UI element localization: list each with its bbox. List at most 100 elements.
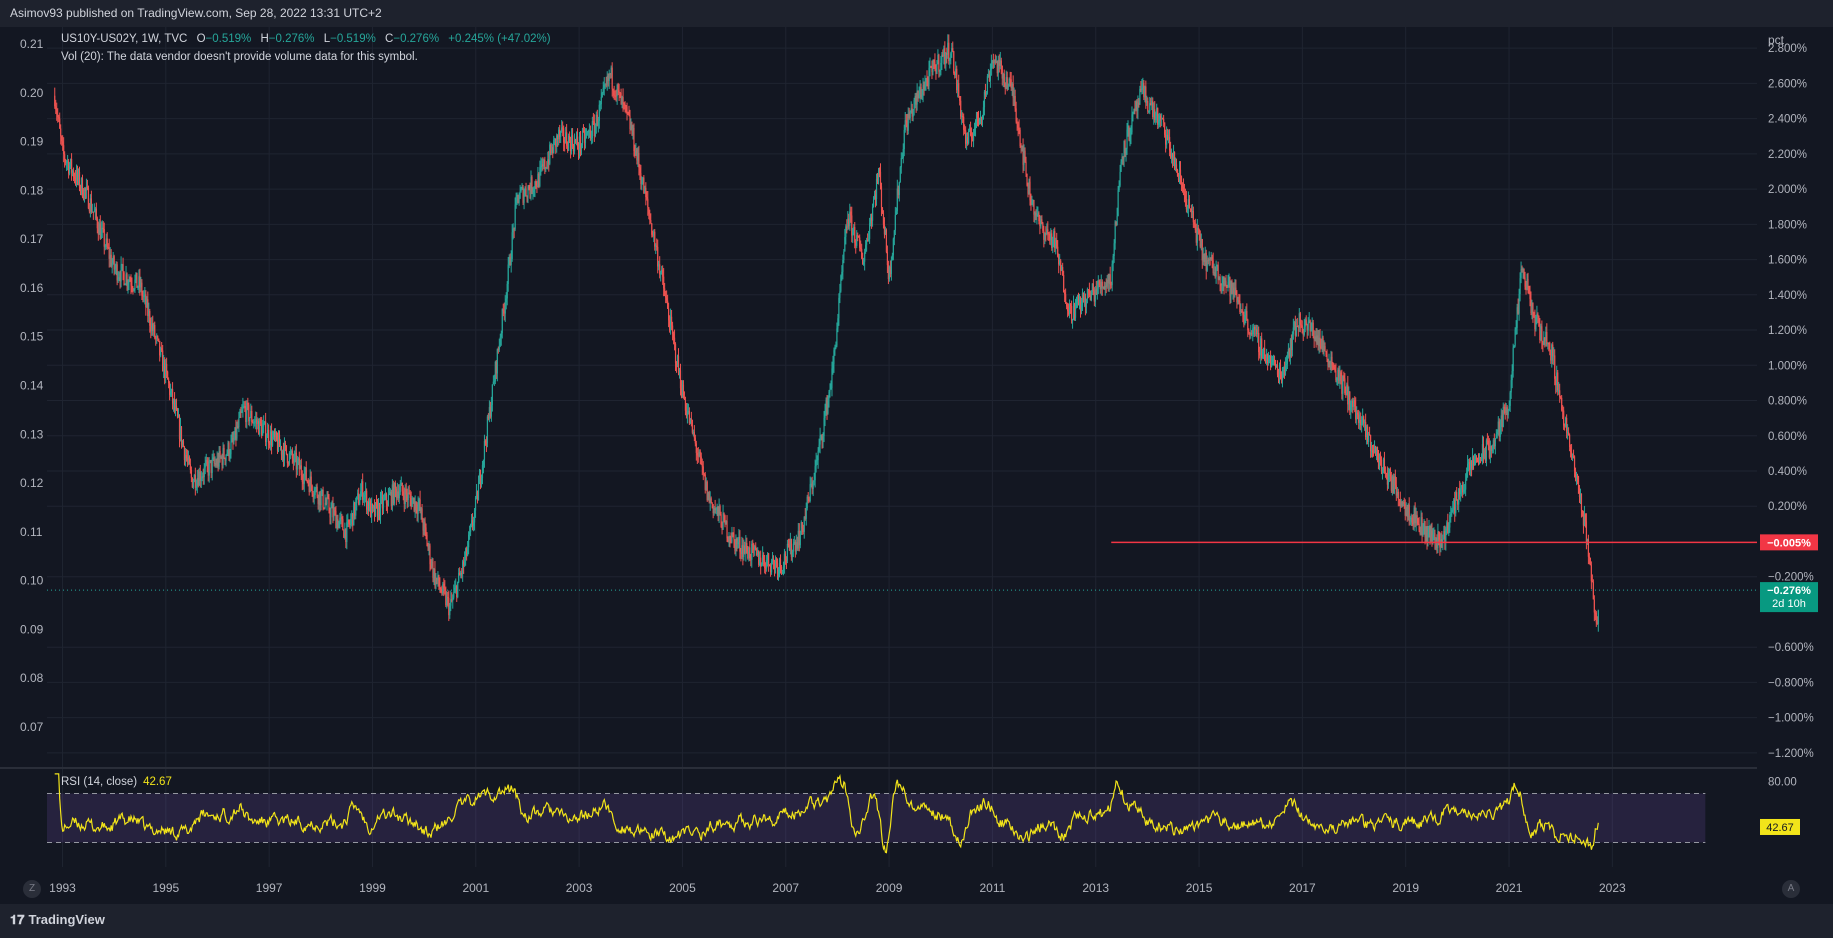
candle-body — [178, 416, 181, 440]
candle-body — [1380, 459, 1383, 472]
candle-body — [1215, 266, 1217, 277]
candle-body — [934, 61, 936, 69]
rsi-legend[interactable]: RSI (14, close) 42.67 — [61, 776, 172, 788]
candle-body — [933, 60, 935, 62]
candle-body — [710, 498, 712, 503]
candle-body — [226, 453, 228, 456]
candle-body — [1158, 120, 1160, 125]
candle-body — [820, 435, 822, 437]
candle-body — [1032, 199, 1034, 202]
candle-body — [1321, 337, 1323, 348]
candle-body — [328, 497, 330, 512]
candle-body — [913, 99, 915, 110]
candle-body — [932, 60, 934, 73]
left-axis-tick: 0.08 — [20, 671, 44, 685]
candle-body — [1220, 284, 1222, 286]
candle-body — [438, 575, 440, 586]
candle-body — [530, 177, 532, 195]
candle-body — [577, 146, 580, 152]
candle-body — [955, 68, 957, 76]
candle-body — [732, 532, 734, 535]
candle-body — [1269, 355, 1272, 367]
candle-body — [1252, 328, 1254, 335]
candle-body — [1486, 440, 1489, 442]
candle-body — [1036, 214, 1038, 217]
candle-body — [1349, 391, 1351, 411]
candle-body — [157, 336, 159, 339]
candle-body — [581, 131, 584, 145]
candle-body — [563, 128, 565, 143]
symbol-legend[interactable]: US10Y-US02Y, 1W, TVC O−0.519% H−0.276% L… — [61, 33, 551, 45]
candle-body — [1160, 115, 1162, 120]
candle-body — [303, 473, 305, 484]
candle-body — [741, 545, 743, 554]
candle-body — [482, 459, 485, 465]
candle-body — [1478, 457, 1481, 461]
candle-body — [1163, 119, 1165, 123]
candle-body — [738, 537, 740, 543]
candle-body — [232, 437, 234, 442]
candle-body — [1094, 289, 1096, 302]
candle-body — [1223, 276, 1225, 286]
candle-body — [1366, 426, 1368, 438]
candle-body — [216, 458, 218, 466]
zoom-button[interactable]: Z — [23, 880, 41, 898]
candle-body — [815, 460, 817, 467]
left-axis-tick: 0.19 — [20, 135, 44, 149]
candle-body — [1092, 283, 1094, 292]
candle-body — [402, 491, 404, 496]
candle-body — [333, 510, 335, 518]
candle-body — [97, 228, 99, 235]
candle-body — [802, 528, 804, 532]
candle-body — [966, 137, 968, 144]
candle-body — [176, 409, 179, 418]
candle-body — [1314, 336, 1316, 340]
auto-scale-button[interactable]: A — [1782, 880, 1800, 898]
rsi-title[interactable]: RSI (14, close) — [61, 776, 138, 788]
candle-body — [490, 405, 492, 417]
candle-body — [618, 90, 620, 93]
candle-body — [648, 207, 650, 214]
candle-body — [887, 265, 890, 280]
candle-body — [686, 411, 689, 416]
candle-body — [246, 402, 248, 423]
candle-body — [988, 74, 990, 81]
candle-body — [1515, 327, 1517, 330]
candle-body — [76, 170, 79, 180]
candle-body — [318, 491, 320, 505]
candle-body — [219, 451, 221, 458]
candle-body — [1462, 484, 1464, 493]
candle-body — [968, 128, 971, 132]
candle-body — [1239, 301, 1241, 312]
chart-area[interactable]: 0.210.200.190.180.170.160.150.140.130.12… — [0, 27, 1833, 904]
candle-body — [512, 228, 514, 233]
candle-body — [1365, 421, 1367, 438]
candle-body — [595, 114, 597, 127]
candle-body — [1570, 452, 1573, 458]
candle-body — [1556, 372, 1558, 386]
price-label-countdown: 2d 10h — [1772, 598, 1806, 610]
candle-body — [1502, 406, 1504, 427]
candle-body — [1311, 322, 1313, 331]
candle-body — [344, 528, 346, 538]
candle-body — [764, 560, 766, 568]
candle-body — [471, 520, 474, 526]
candle-body — [867, 240, 869, 242]
candle-body — [1256, 329, 1258, 335]
candle-body — [244, 406, 246, 409]
candle-body — [1240, 311, 1242, 313]
symbol-name[interactable]: US10Y-US02Y, 1W, TVC — [61, 33, 188, 45]
candle-body — [1135, 101, 1137, 109]
candle-body — [298, 458, 300, 470]
candle-body — [1255, 329, 1257, 331]
candle-body — [1017, 124, 1019, 128]
candle-body — [110, 254, 112, 267]
candle-body — [1476, 458, 1479, 460]
candle-body — [1373, 446, 1376, 454]
candle-body — [395, 488, 397, 498]
candle-body — [454, 587, 456, 593]
candle-body — [1081, 292, 1084, 305]
tradingview-logo[interactable]: 𝟏𝟕 TradingView — [10, 912, 105, 928]
candle-body — [798, 530, 800, 546]
candle-body — [892, 238, 894, 256]
